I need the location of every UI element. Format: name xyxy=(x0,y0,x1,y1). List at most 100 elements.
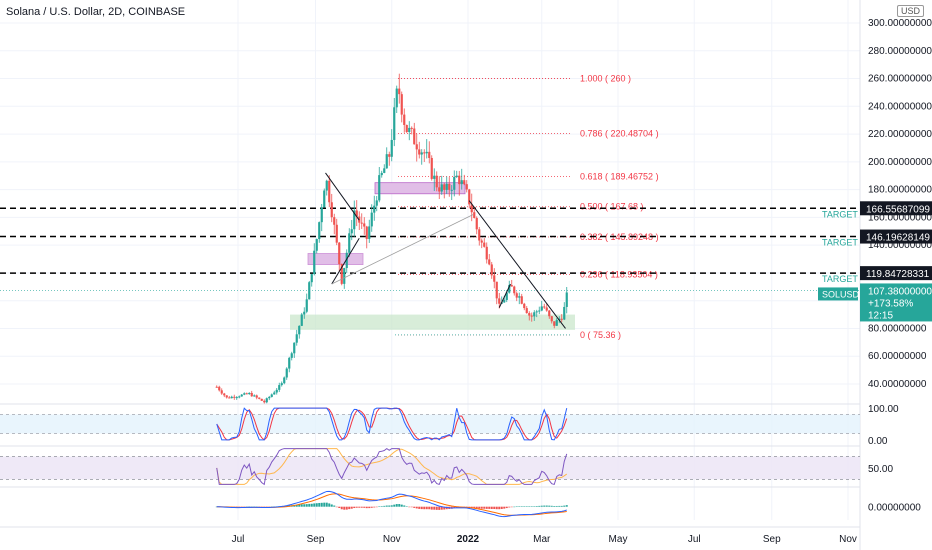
fib-level-label: 1.000 ( 260 ) xyxy=(580,74,631,84)
macd-histogram-bar xyxy=(560,505,563,507)
price-tick-label: 240.00000000 xyxy=(868,101,932,112)
candle-body xyxy=(398,88,401,95)
macd-histogram-bar xyxy=(523,506,526,507)
current-countdown-label: 12:15 xyxy=(868,310,893,321)
candle-body xyxy=(235,397,238,399)
macd-histogram-bar xyxy=(490,506,493,509)
macd-histogram-bar xyxy=(325,502,328,507)
symbol-label: SOLUSD xyxy=(822,289,860,299)
triangle-lower-line xyxy=(331,237,360,285)
macd-histogram-bar xyxy=(408,506,411,508)
candle-body xyxy=(388,154,391,157)
candle-body xyxy=(450,189,453,191)
demand-zone xyxy=(290,314,575,330)
candle-body xyxy=(548,310,551,317)
candle-body xyxy=(385,154,388,169)
macd-histogram-bar xyxy=(335,506,338,508)
macd-histogram-bar xyxy=(478,506,481,509)
macd-histogram-bar xyxy=(318,502,321,507)
candle-body xyxy=(405,124,408,133)
macd-histogram-bar xyxy=(395,504,398,507)
price-tick-label: 60.00000000 xyxy=(868,351,927,362)
macd-histogram-bar xyxy=(345,506,348,510)
candle-body xyxy=(285,368,288,378)
rsi-band xyxy=(0,456,860,480)
candle-body xyxy=(423,152,426,154)
candle-body xyxy=(368,226,371,239)
macd-histogram-bar xyxy=(423,506,426,510)
candle-body xyxy=(475,217,478,230)
current-price-label: 107.38000000 xyxy=(868,286,932,297)
candle-body xyxy=(503,299,506,303)
rising-trendline xyxy=(331,214,474,285)
candle-body xyxy=(513,286,516,294)
candle-body xyxy=(520,296,523,304)
macd-histogram-bar xyxy=(383,505,386,507)
macd-histogram-bar xyxy=(510,506,513,508)
time-tick-label: 2022 xyxy=(457,534,480,545)
macd-histogram-bar xyxy=(298,504,301,507)
macd-histogram-bar xyxy=(443,506,446,510)
macd-line xyxy=(216,490,567,518)
macd-histogram-bar xyxy=(438,506,441,510)
supply-zone-small xyxy=(307,253,364,265)
macd-histogram-bar xyxy=(303,504,306,507)
macd-histogram-bar xyxy=(330,504,333,507)
grid-lines xyxy=(0,0,860,520)
macd-histogram-bar xyxy=(528,506,531,507)
macd-histogram-bar xyxy=(483,506,486,509)
macd-histogram-bar xyxy=(428,506,431,510)
candle-body xyxy=(483,242,486,247)
macd-histogram-bar xyxy=(348,506,351,510)
currency-button[interactable]: USD xyxy=(897,5,925,17)
target-price-label: 119.84728331 xyxy=(866,269,930,280)
candle-body xyxy=(505,292,508,300)
candle-body xyxy=(323,190,326,208)
macd-histogram-bar xyxy=(308,503,311,507)
price-tick-label: 200.00000000 xyxy=(868,157,932,168)
macd-pane: 0.00000000 xyxy=(0,486,921,518)
candle-body xyxy=(473,212,476,218)
macd-histogram-bar xyxy=(315,503,318,507)
candle-body xyxy=(260,398,263,401)
candle-body xyxy=(330,202,333,218)
candle-body xyxy=(543,306,546,308)
candle-body xyxy=(278,385,281,390)
time-tick-label: Mar xyxy=(533,534,551,545)
macd-histogram-bar xyxy=(565,505,568,507)
macd-histogram-bar xyxy=(530,506,533,507)
macd-histogram-bar xyxy=(540,505,543,507)
macd-histogram-bar xyxy=(305,504,308,507)
candle-body xyxy=(458,175,461,185)
candle-body xyxy=(425,151,428,154)
macd-histogram-bar xyxy=(400,504,403,507)
candle-body xyxy=(215,386,218,388)
candle-body xyxy=(535,311,538,313)
price-tick-label: 300.00000000 xyxy=(868,18,932,29)
candle-body xyxy=(468,189,471,205)
macd-histogram-bar xyxy=(433,506,436,510)
macd-histogram-bar xyxy=(388,505,391,507)
candle-body xyxy=(420,152,423,155)
target-label: TARGET xyxy=(822,238,858,248)
macd-histogram-bar xyxy=(343,506,346,510)
candle-body xyxy=(263,400,266,403)
macd-histogram-bar xyxy=(365,506,368,509)
macd-histogram-bar xyxy=(538,505,541,507)
macd-histogram-bar xyxy=(535,506,538,507)
macd-histogram-bar xyxy=(313,503,316,507)
candle-body xyxy=(333,217,336,225)
macd-histogram-bar xyxy=(385,505,388,507)
candle-body xyxy=(430,157,433,179)
candle-body xyxy=(490,264,493,276)
macd-histogram-bar xyxy=(358,506,361,508)
candle-body xyxy=(383,168,386,173)
target-price-label: 146.19628149 xyxy=(866,233,930,244)
candle-body xyxy=(248,392,251,395)
macd-histogram-bar xyxy=(440,506,443,510)
candle-body xyxy=(313,250,316,275)
candle-body xyxy=(258,397,261,399)
candle-body xyxy=(563,306,566,320)
time-tick-label: Sep xyxy=(763,534,781,545)
